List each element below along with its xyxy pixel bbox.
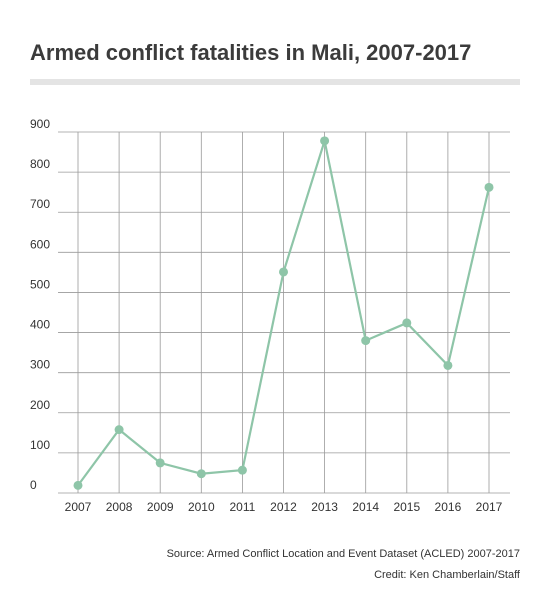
credit-note: Credit: Ken Chamberlain/Staff <box>374 569 520 581</box>
data-point <box>73 480 83 490</box>
x-tick-label: 2017 <box>476 500 503 514</box>
axis-labels: 0 100 200 300 400 500 600 700 800 900 2007 2008 2009… <box>30 117 503 514</box>
y-tick-label: 700 <box>30 197 50 211</box>
y-tick-label: 800 <box>30 157 50 171</box>
title-rule <box>30 79 520 85</box>
chart-title: Armed conflict fatalities in Mali, 2007-… <box>30 40 472 65</box>
data-point <box>155 458 165 468</box>
y-tick-label: 300 <box>30 358 50 372</box>
y-tick-label: 100 <box>30 438 50 452</box>
x-tick-label: 2007 <box>65 500 92 514</box>
source-note: Source: Armed Conflict Location and Even… <box>166 548 520 560</box>
x-tick-label: 2013 <box>311 500 338 514</box>
y-tick-label: 600 <box>30 237 50 251</box>
x-tick-label: 2015 <box>393 500 420 514</box>
grid-layer <box>58 131 510 494</box>
y-tick-label: 200 <box>30 398 50 412</box>
data-point <box>402 318 412 328</box>
data-point <box>114 425 124 435</box>
data-point <box>196 469 206 479</box>
data-point <box>443 360 453 370</box>
y-tick-label: 0 <box>30 478 37 492</box>
y-tick-label: 900 <box>30 117 50 131</box>
series-layer <box>73 136 494 490</box>
data-point <box>237 465 247 475</box>
y-tick-label: 500 <box>30 277 50 291</box>
x-tick-label: 2012 <box>270 500 297 514</box>
data-point <box>279 267 288 277</box>
x-tick-label: 2014 <box>352 500 379 514</box>
data-point <box>320 136 330 146</box>
x-tick-label: 2008 <box>106 500 133 514</box>
x-tick-label: 2011 <box>229 500 255 514</box>
data-point <box>361 336 371 346</box>
x-tick-label: 2009 <box>147 500 174 514</box>
data-point <box>484 182 494 192</box>
line-chart: 0 100 200 300 400 500 600 700 800 900 2007 2008 2009… <box>30 117 510 514</box>
y-tick-label: 400 <box>30 318 50 332</box>
x-tick-label: 2010 <box>188 500 215 514</box>
x-tick-label: 2016 <box>435 500 462 514</box>
